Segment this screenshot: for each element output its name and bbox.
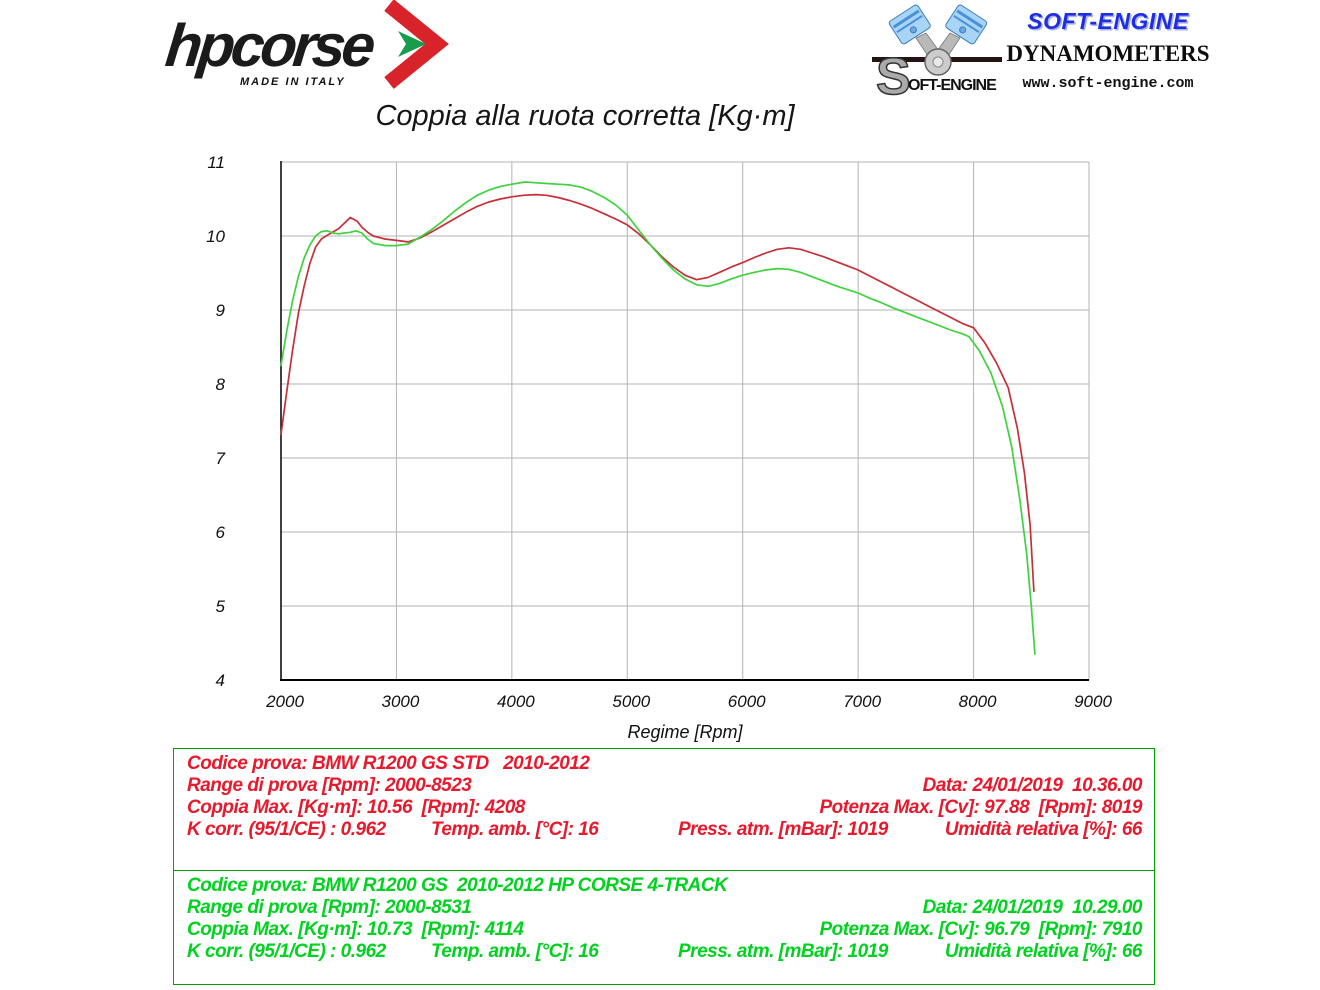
std-curve xyxy=(280,193,1035,593)
test-info-std: Codice prova: BMW R1200 GS STD 2010-2012… xyxy=(174,749,1154,871)
press-atm: Press. atm. [mBar]: 1019 xyxy=(678,941,888,962)
range-prova: Range di prova [Rpm]: 2000-8531 xyxy=(187,897,472,918)
x-tick-label: 3000 xyxy=(382,692,420,711)
made-in-italy-label: MADE IN ITALY xyxy=(240,76,346,88)
s-rest-label: OFT-ENGINE xyxy=(908,77,997,94)
x-tick-label: 9000 xyxy=(1074,692,1112,711)
chart-title: Coppia alla ruota corretta [Kg·m] xyxy=(375,100,795,132)
data-prova: Data: 24/01/2019 10.29.00 xyxy=(922,897,1143,918)
soft-engine-wordmark: SOFT-ENGINE xyxy=(1027,8,1189,34)
dynamometers-label: DYNAMOMETERS xyxy=(1006,41,1210,66)
range-prova: Range di prova [Rpm]: 2000-8523 xyxy=(187,775,472,796)
x-tick-label: 8000 xyxy=(959,692,997,711)
y-tick-label: 10 xyxy=(206,227,225,246)
umidita-relativa: Umidità relativa [%]: 66 xyxy=(944,819,1143,840)
right-piston xyxy=(945,4,988,45)
codice-prova: Codice prova: BMW R1200 GS 2010-2012 HP … xyxy=(187,875,728,896)
temp-amb: Temp. amb. [°C]: 16 xyxy=(431,941,599,962)
test-info-tables: Codice prova: BMW R1200 GS STD 2010-2012… xyxy=(173,748,1155,985)
k-corr: K corr. (95/1/CE) : 0.962 xyxy=(187,819,386,840)
test-info-4track: Codice prova: BMW R1200 GS 2010-2012 HP … xyxy=(174,871,1154,984)
left-piston xyxy=(888,4,931,45)
x-tick-label: 5000 xyxy=(612,692,650,711)
y-tick-label: 11 xyxy=(207,153,225,172)
potenza-max: Potenza Max. [Cv]: 97.88 [Rpm]: 8019 xyxy=(819,797,1142,818)
k-corr: K corr. (95/1/CE) : 0.962 xyxy=(187,941,386,962)
y-tick-label: 9 xyxy=(216,301,226,320)
umidita-relativa: Umidità relativa [%]: 66 xyxy=(944,941,1143,962)
red-chevron xyxy=(384,0,450,89)
x-tick-label: 7000 xyxy=(843,692,881,711)
press-atm: Press. atm. [mBar]: 1019 xyxy=(678,819,888,840)
torque-chart: 4 5 6 7 8 9 10 11 2000 3000 4000 5000 6000 7000 8000 90… xyxy=(206,153,1112,742)
hp-corse-4-track-curve xyxy=(280,181,1036,655)
green-arrow xyxy=(398,31,427,57)
potenza-max: Potenza Max. [Cv]: 96.79 [Rpm]: 7910 xyxy=(819,919,1142,940)
data-prova: Data: 24/01/2019 10.36.00 xyxy=(922,775,1143,796)
y-tick-label: 7 xyxy=(216,449,226,468)
soft-engine-logo: S OFT-ENGINE SOFT-ENGINE DYNAMOMETERS ww… xyxy=(872,2,1212,100)
pistons-icon: S OFT-ENGINE xyxy=(872,4,1002,100)
y-tick-label: 5 xyxy=(216,597,226,616)
y-tick-label: 4 xyxy=(216,671,225,690)
hpcorse-wordmark: hpcorse xyxy=(162,12,375,79)
coppia-max: Coppia Max. [Kg·m]: 10.73 [Rpm]: 4114 xyxy=(187,919,524,940)
y-tick-label: 6 xyxy=(216,523,226,542)
y-tick-label: 8 xyxy=(216,375,226,394)
soft-engine-url: www.soft-engine.com xyxy=(1022,75,1194,92)
x-tick-label: 2000 xyxy=(265,692,304,711)
hpcorse-arrow-icon xyxy=(384,0,450,89)
x-tick-label: 6000 xyxy=(728,692,766,711)
hpcorse-logo: hpcorse MADE IN ITALY xyxy=(163,0,450,89)
temp-amb: Temp. amb. [°C]: 16 xyxy=(431,819,599,840)
s-letter: S xyxy=(876,48,911,100)
x-tick-label: 4000 xyxy=(497,692,535,711)
codice-prova: Codice prova: BMW R1200 GS STD 2010-2012 xyxy=(187,753,590,774)
crank-ball-center xyxy=(932,56,944,68)
coppia-max: Coppia Max. [Kg·m]: 10.56 [Rpm]: 4208 xyxy=(187,797,525,818)
x-axis-label: Regime [Rpm] xyxy=(627,722,743,742)
